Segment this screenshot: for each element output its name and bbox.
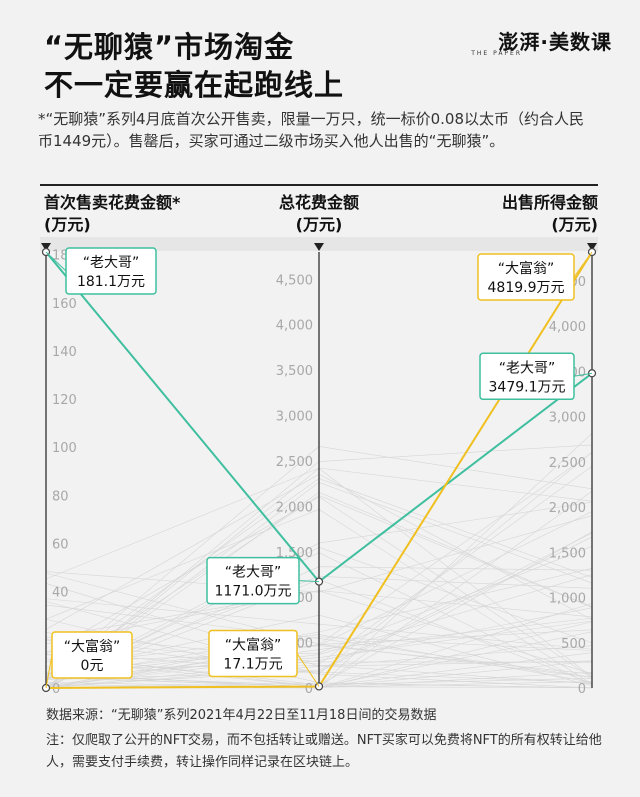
tick-label-left: 80 xyxy=(52,489,69,504)
axis-header-left: 首次售卖花费金额* (万元) xyxy=(44,192,180,236)
data-label-value: 4819.9万元 xyxy=(488,280,565,296)
axis-marker-middle xyxy=(314,243,324,251)
data-label-value: 17.1万元 xyxy=(223,656,282,672)
data-label-name: “大富翁” xyxy=(225,636,282,653)
data-label-box xyxy=(65,247,157,295)
tick-label-middle: 4,500 xyxy=(276,273,313,288)
callout-leader xyxy=(573,372,593,377)
callout-leader xyxy=(298,580,320,583)
axis-header-right-title: 出售所得金额 xyxy=(501,193,598,212)
data-source: 数据来源：“无聊猿”系列2021年4月22日至11月18日间的交易数据 xyxy=(46,708,437,723)
data-label-name: “老大哥” xyxy=(499,360,556,376)
tick-label-left: 60 xyxy=(52,538,69,553)
axis-header-middle-unit: (万元) xyxy=(295,215,343,234)
data-label-box xyxy=(208,629,298,678)
data-label-box xyxy=(206,556,300,605)
data-label-name: “老大哥” xyxy=(225,565,282,581)
logo-subtitle: THE PAPER xyxy=(471,50,522,57)
tick-label-right: 500 xyxy=(561,637,586,652)
tick-label-left: 160 xyxy=(52,297,77,312)
data-label-value: 3479.1万元 xyxy=(489,379,566,395)
tick-label-middle: 2,000 xyxy=(276,500,313,515)
tick-label-left: 0 xyxy=(52,682,60,697)
chart-note: *“无聊猿”系列4月底首次公开售卖，限量一万只，统一标价0.08以太币（约合人民… xyxy=(38,110,584,150)
data-label-name: “大富翁” xyxy=(64,638,121,655)
data-label-name: “大富翁” xyxy=(498,260,555,277)
data-label-box xyxy=(51,631,133,679)
logo: 澎湃·美数课 xyxy=(498,30,612,54)
tick-label-right: 3,000 xyxy=(549,411,586,426)
tick-label-right: 2,500 xyxy=(549,456,586,471)
header-rule xyxy=(40,184,598,186)
tick-label-left: 120 xyxy=(52,393,77,408)
chart-title-line2: 不一定要赢在起跑线上 xyxy=(44,68,345,102)
axis-header-left-unit: (万元) xyxy=(44,215,91,234)
tick-label-left: 40 xyxy=(52,586,69,601)
tick-label-left: 100 xyxy=(52,441,77,456)
footer-note: 注：仅爬取了公开的NFT交易，而不包括转让或赠送。NFT买家可以免费将NFT的所… xyxy=(46,733,602,770)
tick-label-right: 2,000 xyxy=(549,501,586,516)
callout-leader xyxy=(45,251,67,272)
data-label-value: 1171.0万元 xyxy=(215,584,292,600)
data-label-name: “老大哥” xyxy=(83,255,140,271)
callout-leader xyxy=(573,251,593,278)
tick-label-right: 4,000 xyxy=(549,320,586,335)
chart-title-line1: “无聊猿”市场淘金 xyxy=(44,30,295,64)
axis-header-left-title: 首次售卖花费金额* xyxy=(44,193,181,212)
tick-label-middle: 2,500 xyxy=(276,455,313,470)
tick-label-middle: 0 xyxy=(305,682,313,697)
data-label-value: 181.1万元 xyxy=(77,274,145,290)
axis-marker-left xyxy=(41,243,51,251)
axis-header-middle: 总花费金额 (万元) xyxy=(264,192,374,236)
callout-leader xyxy=(296,653,320,687)
axis-header-right: 出售所得金额 (万元) xyxy=(502,192,598,236)
tick-label-middle: 4,000 xyxy=(276,319,313,334)
data-label-box xyxy=(479,352,575,401)
axis-header-middle-title: 总花费金额 xyxy=(278,193,359,212)
tick-label-right: 1,000 xyxy=(549,592,586,607)
axis-header-right-unit: (万元) xyxy=(551,215,598,234)
data-label-value: 0元 xyxy=(81,658,104,674)
data-label-box xyxy=(477,253,575,301)
tick-label-left: 140 xyxy=(52,345,77,360)
tick-label-middle: 3,000 xyxy=(276,410,313,425)
callout-leader xyxy=(45,654,53,689)
axis-marker-right xyxy=(587,243,597,251)
tick-label-right: 0 xyxy=(578,682,586,697)
tick-label-middle: 3,500 xyxy=(276,364,313,379)
tick-label-right: 1,500 xyxy=(549,546,586,561)
